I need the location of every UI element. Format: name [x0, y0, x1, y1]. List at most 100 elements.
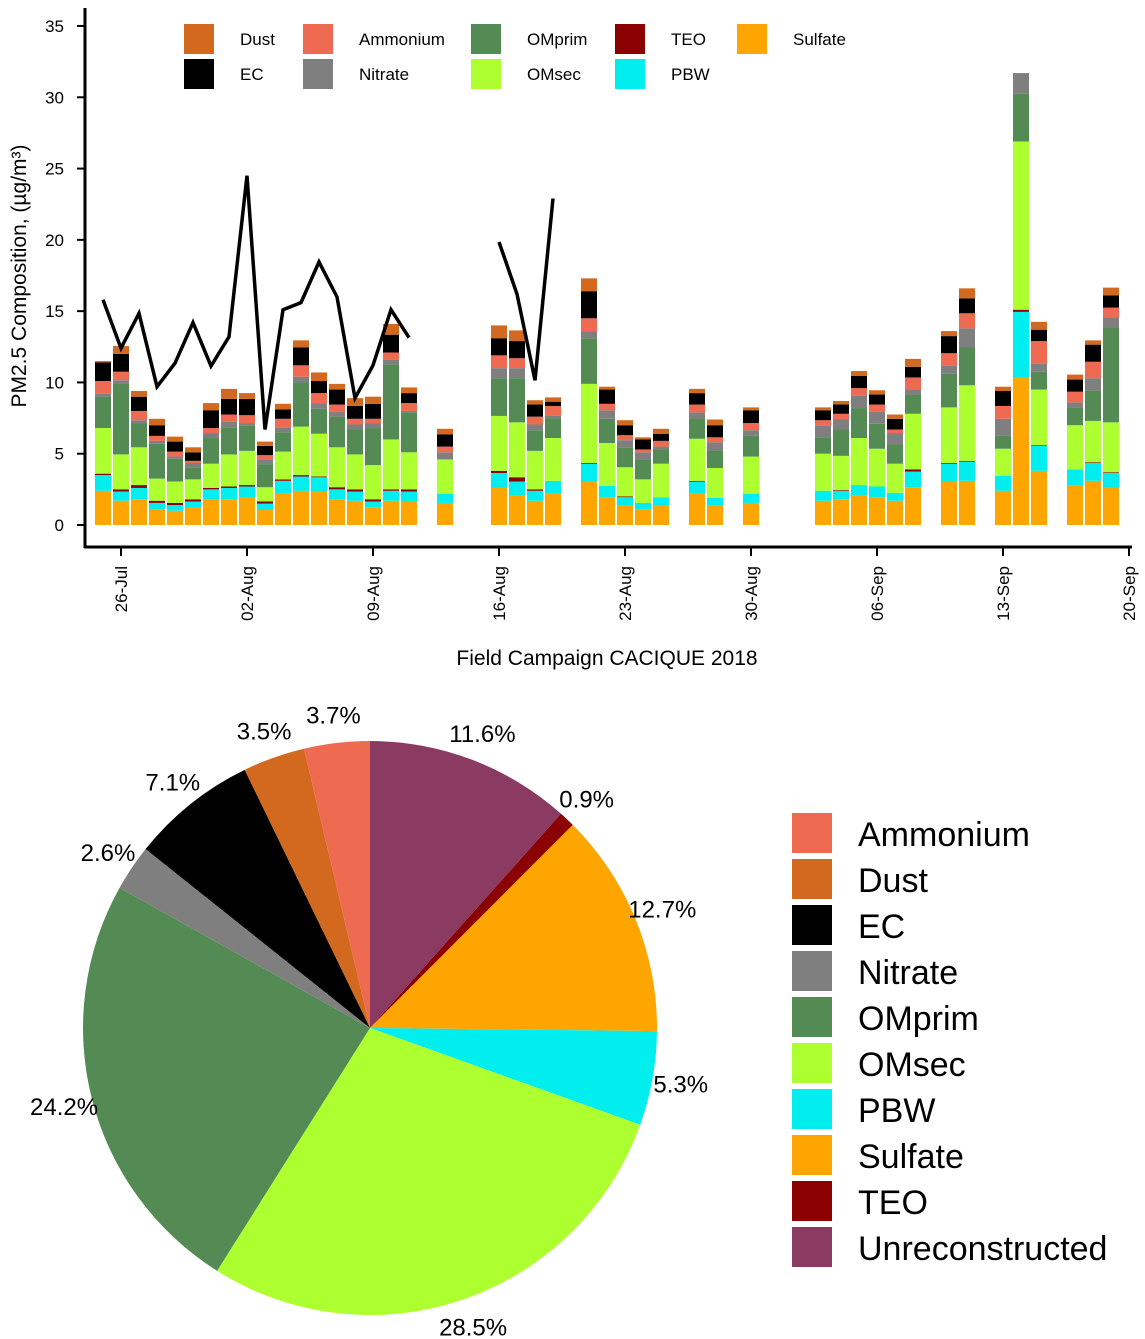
- bar-segment-ammonium: [293, 365, 309, 377]
- bar-segment-nitrate: [869, 411, 885, 424]
- bar-03-Sep: [815, 407, 831, 525]
- bar-segment-ammonium: [257, 455, 273, 460]
- bar-segment-ec: [545, 401, 561, 406]
- bar-segment-omprim: [581, 338, 597, 384]
- legend-swatch: [792, 1135, 832, 1175]
- bar-segment-pbw: [329, 489, 345, 500]
- bar-segment-dust: [635, 437, 651, 440]
- bar-segment-omsec: [599, 443, 615, 486]
- bar-segment-omsec: [815, 453, 831, 491]
- legend-swatch: [471, 24, 501, 54]
- bar-18-Aug: [527, 400, 543, 525]
- bar-segment-ammonium: [149, 435, 165, 441]
- bar-segment-ec: [815, 410, 831, 421]
- bar-segment-pbw: [887, 492, 903, 501]
- bar-segment-dust: [383, 323, 399, 335]
- bar-segment-pbw: [203, 489, 219, 500]
- bar-09-Aug: [365, 396, 381, 525]
- bar-segment-pbw: [239, 486, 255, 498]
- bar-legend: Dust Ammonium OMprim TEO Sulfate EC Nitrate OMs…: [184, 24, 846, 89]
- legend-label: TEO: [858, 1184, 928, 1222]
- bar-segment-omsec: [221, 454, 237, 487]
- bar-segment-ammonium: [131, 410, 147, 421]
- bar-segment-pbw: [149, 502, 165, 510]
- bar-segment-omprim: [689, 418, 705, 439]
- bar-segment-dust: [653, 428, 669, 434]
- bar-15-Sep: [1031, 321, 1047, 525]
- x-axis-label: Field Campaign CACIQUE 2018: [456, 647, 757, 670]
- bar-segment-ec: [131, 396, 147, 411]
- bar-segment-nitrate: [221, 421, 237, 428]
- bar-segment-dust: [185, 447, 201, 453]
- bar-segment-omprim: [239, 425, 255, 451]
- bar-segment-omsec: [653, 463, 669, 498]
- bar-segment-sulfate: [131, 499, 147, 525]
- bar-segment-dust: [257, 441, 273, 446]
- bar-segment-ec: [1103, 295, 1119, 308]
- bar-segment-omsec: [131, 447, 147, 486]
- bar-05-Sep: [851, 371, 867, 525]
- bar-segment-teo: [275, 479, 291, 481]
- bar-segment-omsec: [1031, 389, 1047, 446]
- bar-segment-teo: [1031, 445, 1047, 446]
- bar-segment-ammonium: [635, 449, 651, 453]
- pie-slice-teo: [370, 813, 573, 1028]
- bar-segment-dust: [509, 330, 525, 342]
- bar-segment-dust: [491, 325, 507, 339]
- bar-segment-omprim: [509, 378, 525, 423]
- bar-segment-pbw: [221, 487, 237, 500]
- bar-segment-sulfate: [311, 491, 327, 525]
- pie-legend-item-ammonium: Ammonium: [792, 813, 1030, 854]
- bar-segment-ammonium: [347, 418, 363, 425]
- bar-segment-teo: [941, 462, 957, 464]
- bar-segment-ammonium: [743, 423, 759, 431]
- bar-segment-sulfate: [275, 493, 291, 525]
- bar-segment-omsec: [545, 438, 561, 481]
- bar-segment-omprim: [707, 450, 723, 468]
- bar-segment-omprim: [203, 438, 219, 464]
- bar-segment-sulfate: [851, 495, 867, 525]
- pie-label-sulfate: 12.7%: [628, 897, 696, 924]
- y-axis-label: PM2.5 Composition, (µg/m³): [8, 144, 31, 407]
- bar-segment-nitrate: [581, 331, 597, 339]
- bar-segment-sulfate: [329, 499, 345, 525]
- bar-segment-omprim: [491, 378, 507, 416]
- legend-swatch: [792, 859, 832, 899]
- bar-segment-nitrate: [815, 425, 831, 438]
- pie-legend-item-teo: TEO: [792, 1181, 928, 1222]
- pie-label-omprim: 24.2%: [30, 1094, 98, 1121]
- bar-segment-pbw: [347, 491, 363, 501]
- bar-segment-teo: [131, 485, 147, 488]
- bar-segment-sulfate: [743, 502, 759, 525]
- bar-segment-nitrate: [653, 446, 669, 450]
- bar-segment-teo: [1013, 309, 1029, 312]
- bar-segment-pbw: [1085, 462, 1101, 481]
- bar-segment-sulfate: [491, 487, 507, 525]
- bar-segment-omprim: [959, 347, 975, 386]
- pie-slice-unreconstructed: [370, 741, 561, 1028]
- bar-segment-omprim: [221, 427, 237, 455]
- bar-segment-ec: [1031, 329, 1047, 342]
- bar-segment-omsec: [1013, 141, 1029, 310]
- bar-segment-dust: [149, 418, 165, 426]
- bar-03-Aug: [257, 441, 273, 525]
- pie-slice-omsec: [217, 1028, 641, 1315]
- bar-segment-dust: [581, 278, 597, 292]
- bar-segment-ammonium: [1067, 391, 1083, 403]
- bar-segment-nitrate: [383, 359, 399, 365]
- bar-22-Aug: [599, 386, 615, 525]
- bar-segment-dust: [203, 403, 219, 411]
- bar-segment-dust: [689, 388, 705, 394]
- bar-segment-nitrate: [905, 389, 921, 395]
- bar-segment-omsec: [383, 439, 399, 490]
- legend-swatch: [792, 813, 832, 853]
- bar-segment-dust: [95, 361, 111, 363]
- bar-segment-sulfate: [617, 505, 633, 525]
- legend-label: EC: [240, 65, 264, 84]
- bar-segment-pbw: [689, 481, 705, 494]
- pie-legend-item-sulfate: Sulfate: [792, 1135, 964, 1176]
- y-tick-label: 25: [45, 160, 64, 179]
- bar-segment-omsec: [491, 415, 507, 471]
- bar-segment-omprim: [257, 464, 273, 488]
- bar-27-Jul: [131, 390, 147, 525]
